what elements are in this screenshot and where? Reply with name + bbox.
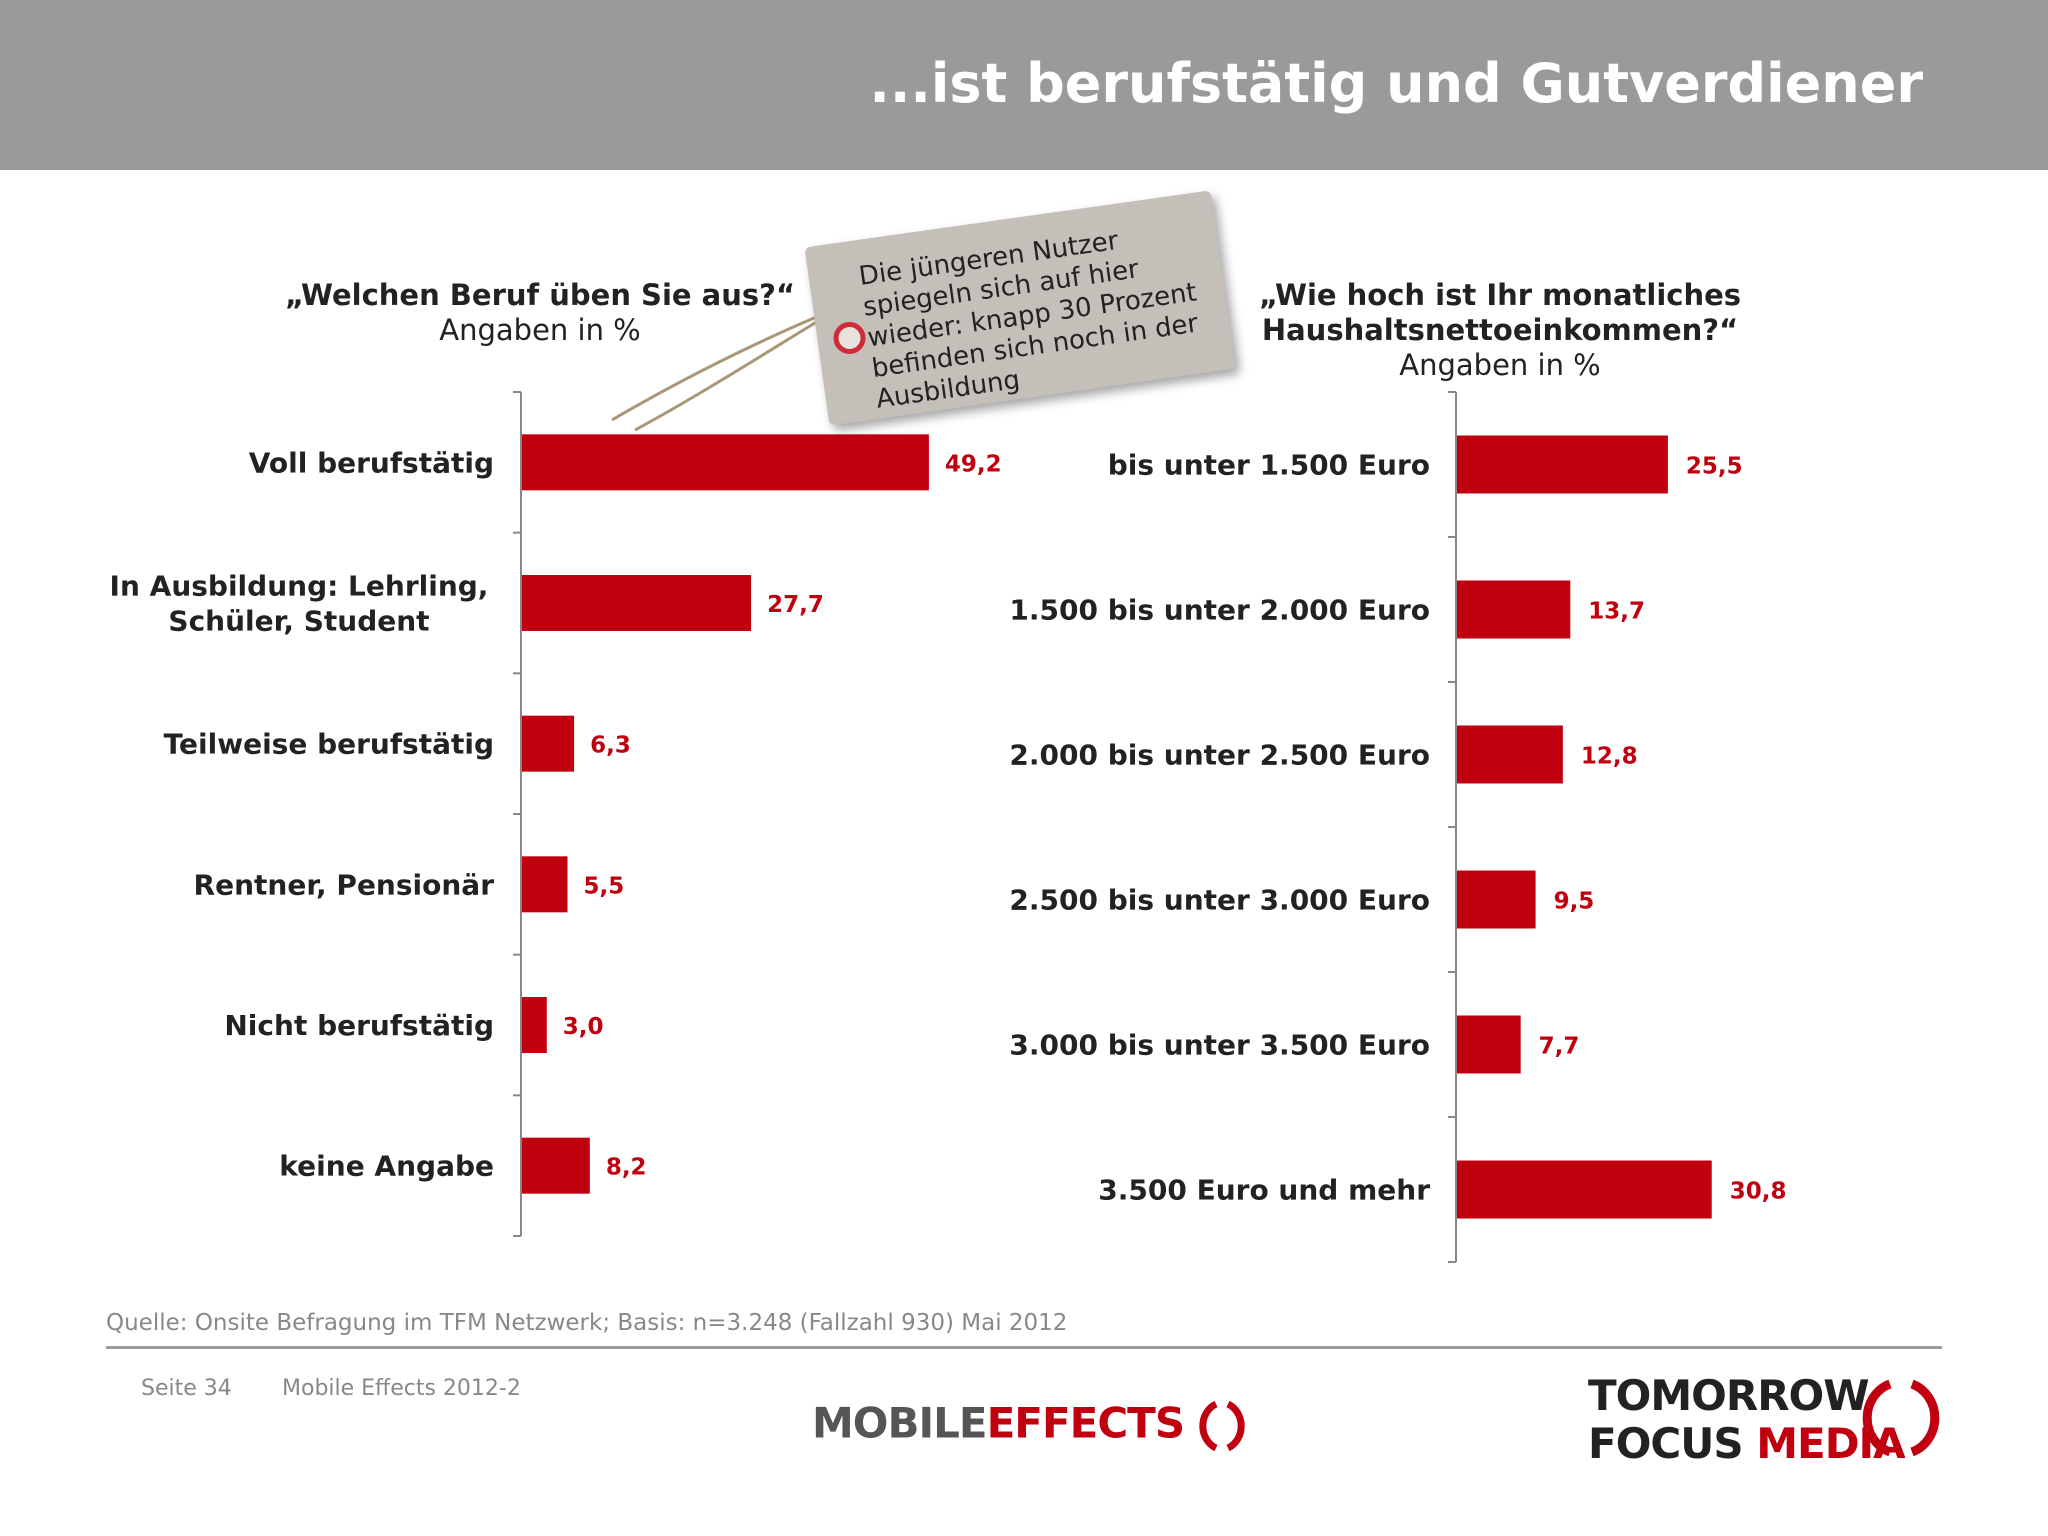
chart-1-value-label: 6,3 <box>590 733 631 759</box>
chart-2-bar <box>1457 435 1668 494</box>
chart-1-bar <box>522 1137 590 1194</box>
chart-1-category-label: Schüler, Student <box>168 605 429 638</box>
chart-2-value-label: 13,7 <box>1588 599 1645 625</box>
tomorrow-focus-media-logo: TOMORROW FOCUS MEDIA <box>1588 1371 1906 1468</box>
chart-1-subtitle: Angaben in % <box>439 313 641 347</box>
chart-2-bar <box>1457 1160 1712 1219</box>
chart-2-bar <box>1457 1015 1521 1074</box>
footer-divider <box>106 1346 1942 1349</box>
document-name: Mobile Effects 2012-2 <box>282 1376 521 1401</box>
chart-2-category-label: bis unter 1.500 Euro <box>1108 449 1430 482</box>
chart-1-bar <box>522 715 575 772</box>
chart-2-value-label: 7,7 <box>1539 1034 1580 1060</box>
chart-2-heading: „Wie hoch ist Ihr monatliches Haushaltsn… <box>1230 278 1770 383</box>
chart-1-category-label: In Ausbildung: Lehrling, <box>110 570 489 603</box>
chart-1-value-label: 27,7 <box>767 592 824 618</box>
chart-1-category-label: keine Angabe <box>279 1150 494 1183</box>
chart-2-value-label: 25,5 <box>1686 454 1743 480</box>
chart-1-category-label: Nicht berufstätig <box>224 1009 494 1042</box>
chart-2-bar <box>1457 725 1563 784</box>
chart-2-category-label: 3.000 bis unter 3.500 Euro <box>1009 1029 1430 1062</box>
chart-1-category-label: Rentner, Pensionär <box>194 868 495 901</box>
chart-1-bar <box>522 856 568 913</box>
note-hole-icon <box>831 319 868 357</box>
page-title: ...ist berufstätig und Gutverdiener <box>869 52 1923 115</box>
chart-1-category-label: Voll berufstätig <box>249 446 494 479</box>
chart-2-category-label: 3.500 Euro und mehr <box>1098 1174 1430 1207</box>
chart-1-value-label: 5,5 <box>583 873 624 899</box>
tfm-bracket-logo-icon <box>1862 1379 1940 1457</box>
chart-1-value-label: 49,2 <box>945 451 1002 477</box>
chart-2-category-label: 1.500 bis unter 2.000 Euro <box>1009 594 1430 627</box>
chart-2-bar <box>1457 580 1571 639</box>
chart-1-title: „Welchen Beruf üben Sie aus?“ <box>284 278 796 312</box>
chart-1-value-label: 3,0 <box>563 1014 604 1040</box>
chart-2-category-label: 2.500 bis unter 3.000 Euro <box>1009 884 1430 917</box>
chart-2-bar <box>1457 870 1536 929</box>
chart-1-category-label: Teilweise berufstätig <box>164 728 494 761</box>
chart-2-value-label: 30,8 <box>1730 1179 1787 1205</box>
chart-2-category-label: 2.000 bis unter 2.500 Euro <box>1009 739 1430 772</box>
note-string-icon <box>611 308 834 432</box>
chart-2-subtitle: Angaben in % <box>1399 348 1601 382</box>
bracket-logo-icon <box>1199 1400 1245 1452</box>
bar-charts: 49,2 Voll berufstätig 27,7 In Ausbildung: L… <box>110 391 1787 1263</box>
chart-1-heading: „Welchen Beruf üben Sie aus?“ Angaben in… <box>250 278 830 348</box>
chart-2-title: „Wie hoch ist Ihr monatliches Haushaltsn… <box>1258 278 1742 347</box>
chart-1-bar <box>522 575 752 631</box>
chart-1-bar <box>522 997 547 1053</box>
chart-1-bar <box>522 434 929 491</box>
page-number: Seite 34 <box>141 1376 232 1401</box>
chart-1-value-label: 8,2 <box>606 1155 647 1181</box>
source-note: Quelle: Onsite Befragung im TFM Netzwerk… <box>106 1310 1068 1336</box>
header-bar: ...ist berufstätig und Gutverdiener <box>0 0 2048 170</box>
chart-2-value-label: 9,5 <box>1554 889 1595 915</box>
chart-2-value-label: 12,8 <box>1581 744 1638 770</box>
mobile-effects-logo: MOBILEEFFECTS <box>812 1398 1250 1454</box>
